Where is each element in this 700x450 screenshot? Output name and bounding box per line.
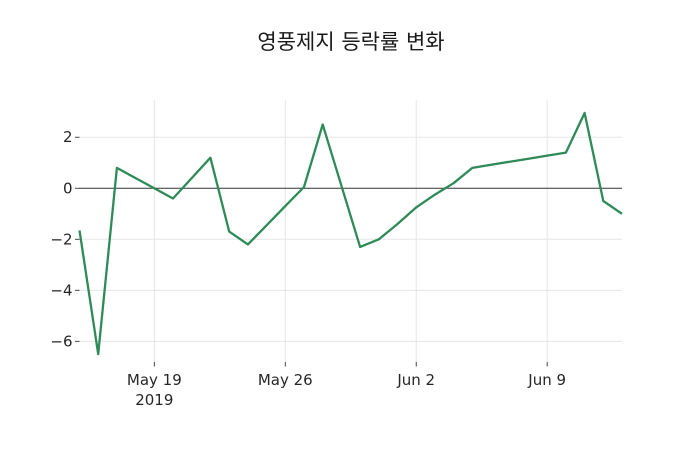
y-tick-label: 0 <box>63 179 73 197</box>
series-line <box>78 111 623 356</box>
y-tick-label: −2 <box>50 230 72 248</box>
y-tick-label: 2 <box>63 128 73 146</box>
chart-title: 영풍제지 등락률 변화 <box>257 30 445 54</box>
x-tick-label: May 19 <box>127 371 182 389</box>
x-tick-label: Jun 9 <box>527 371 566 389</box>
y-tick-label: −6 <box>50 332 72 350</box>
x-tick-label: Jun 2 <box>396 371 435 389</box>
x-axis-year-label: 2019 <box>135 391 173 409</box>
x-tick-label: May 26 <box>258 371 313 389</box>
y-tick-label: −4 <box>50 281 72 299</box>
